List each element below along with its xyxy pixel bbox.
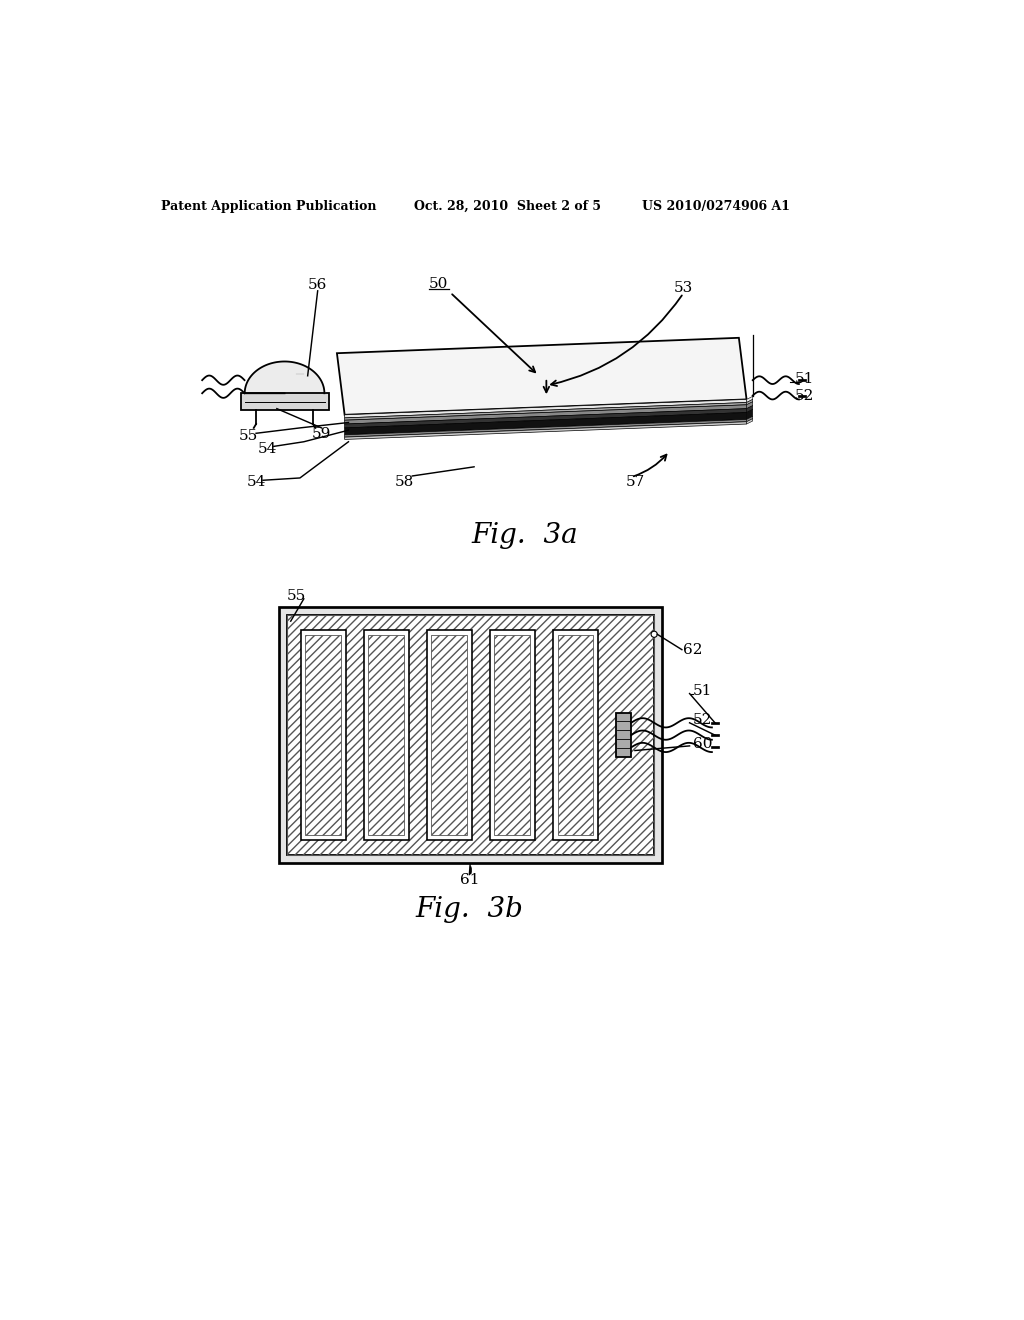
Polygon shape (345, 409, 746, 428)
Bar (495, 635, 530, 836)
Text: 54: 54 (258, 442, 278, 455)
Text: 50: 50 (429, 277, 449, 290)
Polygon shape (337, 338, 746, 414)
Text: Fig.  3a: Fig. 3a (471, 523, 579, 549)
Polygon shape (746, 418, 753, 424)
Bar (287, 615, 654, 855)
Polygon shape (746, 401, 753, 409)
Text: Patent Application Publication: Patent Application Publication (162, 199, 377, 213)
Text: US 2010/0274906 A1: US 2010/0274906 A1 (642, 199, 790, 213)
Text: 62: 62 (683, 643, 702, 656)
Bar (369, 635, 404, 836)
Text: 57: 57 (626, 475, 645, 488)
Polygon shape (746, 400, 753, 405)
Text: 54: 54 (247, 475, 266, 488)
Text: 60: 60 (692, 737, 712, 751)
Polygon shape (345, 400, 746, 418)
Polygon shape (345, 420, 746, 437)
Bar (615, 713, 631, 758)
Text: 52: 52 (692, 714, 712, 727)
Polygon shape (345, 405, 746, 424)
Polygon shape (345, 412, 746, 434)
Polygon shape (746, 416, 753, 422)
Text: 61: 61 (460, 873, 479, 887)
Bar (301, 631, 346, 840)
Bar (287, 615, 654, 855)
Text: 51: 51 (795, 372, 814, 385)
Polygon shape (746, 409, 753, 420)
Bar (489, 631, 535, 840)
Text: 52: 52 (795, 388, 814, 403)
Text: Oct. 28, 2010  Sheet 2 of 5: Oct. 28, 2010 Sheet 2 of 5 (415, 199, 601, 213)
Text: 55: 55 (287, 589, 306, 603)
Polygon shape (746, 405, 753, 412)
Bar (553, 631, 598, 840)
Text: 55: 55 (239, 429, 258, 442)
Text: 56: 56 (308, 279, 328, 293)
Text: 53: 53 (674, 281, 693, 294)
Text: Fig.  3b: Fig. 3b (416, 896, 523, 923)
Text: 51: 51 (692, 684, 712, 698)
Circle shape (651, 631, 657, 638)
Polygon shape (746, 396, 753, 403)
Bar (364, 631, 409, 840)
Bar (280, 607, 662, 863)
Bar (431, 635, 467, 836)
Bar (241, 393, 330, 411)
Polygon shape (345, 422, 746, 440)
FancyArrowPatch shape (551, 296, 682, 385)
Bar (305, 635, 341, 836)
Bar (557, 635, 593, 836)
Polygon shape (245, 362, 325, 393)
FancyArrowPatch shape (634, 454, 667, 477)
Text: 59: 59 (312, 428, 331, 441)
Bar (427, 631, 472, 840)
Polygon shape (345, 403, 746, 420)
Text: 58: 58 (394, 475, 414, 488)
